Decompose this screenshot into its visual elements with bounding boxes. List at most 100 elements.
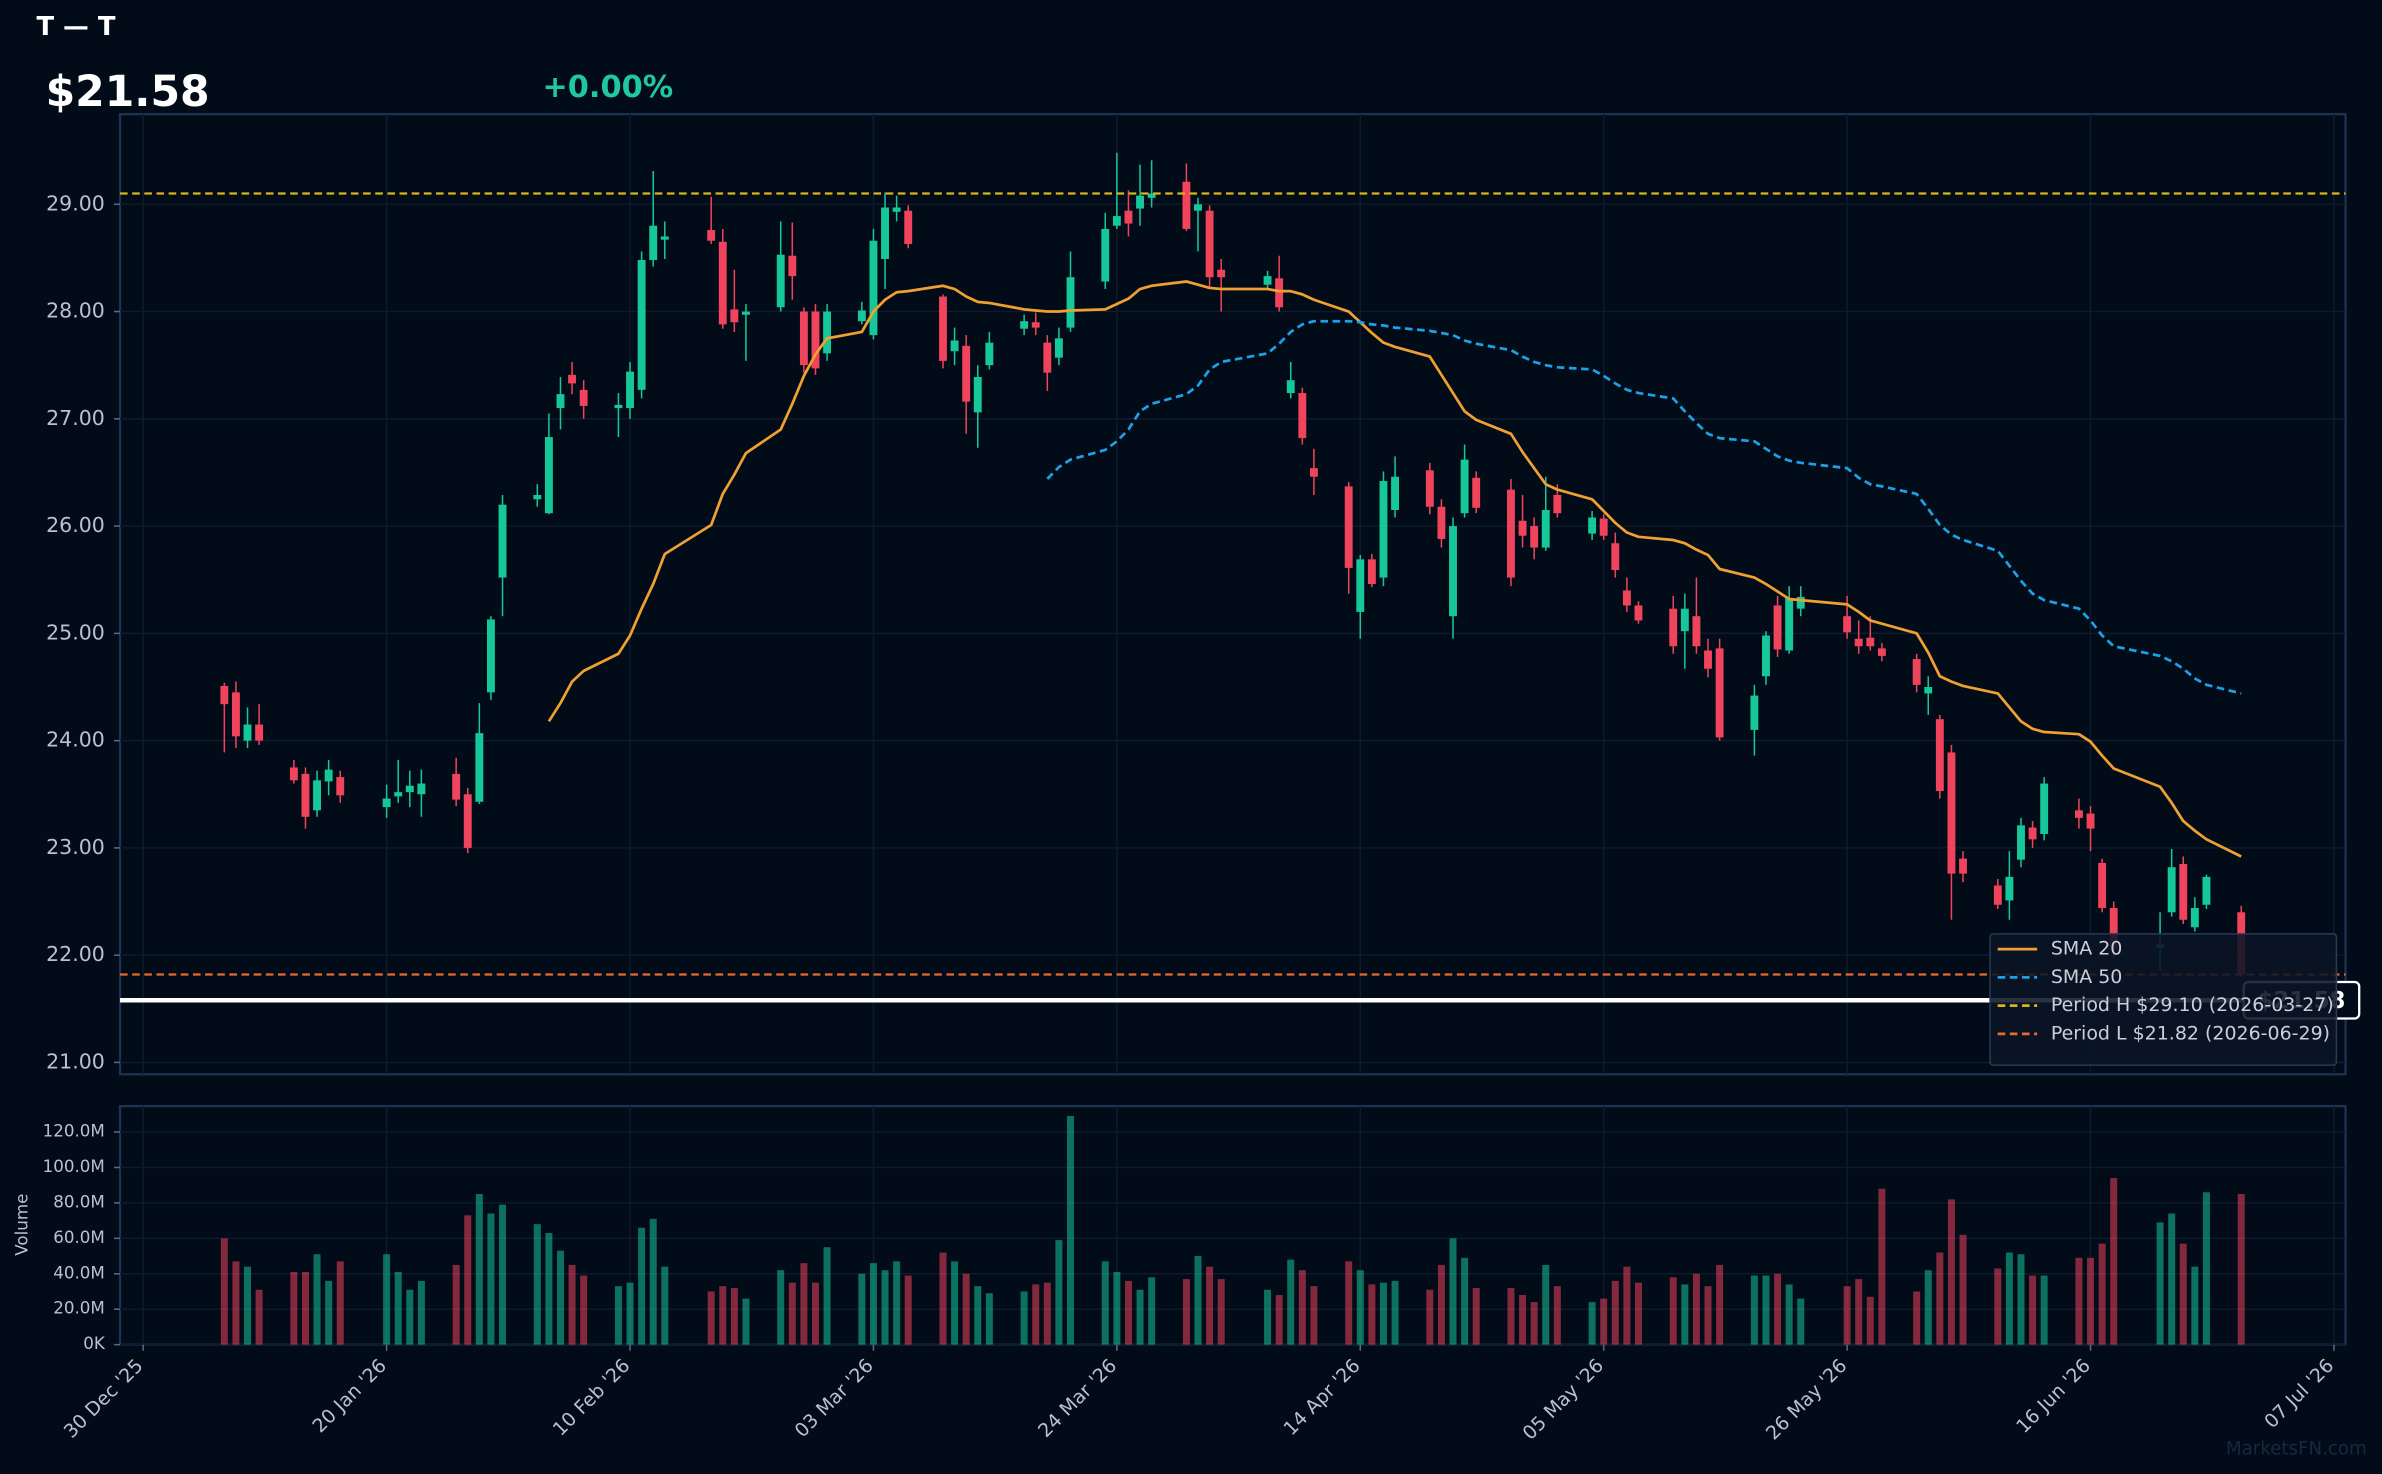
volume-bar bbox=[1356, 1270, 1364, 1345]
volume-bar bbox=[1959, 1234, 1967, 1345]
y-tick-label: 27.00 bbox=[46, 406, 105, 430]
volume-bar bbox=[1368, 1284, 1376, 1345]
volume-bar bbox=[1611, 1280, 1619, 1345]
candle-body bbox=[869, 240, 878, 336]
volume-bar bbox=[823, 1247, 831, 1345]
volume-bar bbox=[707, 1291, 715, 1345]
candle-body bbox=[2086, 813, 2095, 829]
volume-bar bbox=[1310, 1286, 1318, 1345]
volume-bar bbox=[301, 1272, 309, 1345]
volume-tick-label: 100.0M bbox=[43, 1156, 105, 1176]
candle-body bbox=[220, 685, 229, 705]
candle-body bbox=[939, 296, 947, 361]
legend-box bbox=[1989, 933, 2338, 1066]
volume-bar bbox=[1113, 1272, 1121, 1345]
volume-bar bbox=[406, 1289, 414, 1345]
candle-body bbox=[707, 230, 716, 241]
volume-bar bbox=[1519, 1295, 1527, 1345]
candle-body bbox=[1066, 277, 1075, 328]
candle-body bbox=[1136, 195, 1144, 209]
volume-bar bbox=[325, 1280, 333, 1345]
volume-bar bbox=[1379, 1282, 1387, 1345]
volume-bar bbox=[2168, 1213, 2176, 1345]
candle-body bbox=[1518, 520, 1527, 536]
candle-body bbox=[417, 783, 426, 795]
legend-label: SMA 20 bbox=[2051, 938, 2123, 960]
volume-axis-label: Volume bbox=[11, 1194, 31, 1256]
candle-body bbox=[2109, 907, 2118, 950]
candle-body bbox=[1472, 477, 1481, 508]
candle-body bbox=[1866, 637, 1875, 647]
volume-bar bbox=[1774, 1273, 1782, 1345]
candle-body bbox=[579, 389, 588, 406]
volume-bar bbox=[730, 1287, 738, 1345]
volume-bar bbox=[858, 1273, 866, 1345]
volume-bar bbox=[2029, 1275, 2037, 1345]
candle-body bbox=[823, 311, 832, 354]
volume-bar bbox=[1762, 1275, 1770, 1345]
candle-body bbox=[1680, 608, 1689, 632]
volume-bar bbox=[220, 1238, 228, 1345]
volume-bar bbox=[1994, 1268, 2002, 1345]
candle-body bbox=[1796, 596, 1805, 609]
candle-body bbox=[730, 309, 739, 323]
candle-body bbox=[1112, 216, 1121, 226]
candle-body bbox=[1785, 597, 1794, 651]
legend-label: Period L $21.82 (2026-06-29) bbox=[2051, 1022, 2330, 1044]
volume-bar bbox=[2098, 1243, 2106, 1345]
candle-body bbox=[660, 236, 669, 240]
volume-bar bbox=[2191, 1266, 2199, 1345]
candle-body bbox=[637, 260, 646, 390]
candle-body bbox=[533, 494, 542, 500]
volume-bar bbox=[1206, 1266, 1214, 1345]
volume-bar bbox=[1785, 1284, 1793, 1345]
volume-bar bbox=[336, 1261, 344, 1345]
candle-body bbox=[1344, 486, 1353, 568]
volume-bar bbox=[232, 1261, 240, 1345]
volume-bar bbox=[1716, 1264, 1724, 1345]
candle-body bbox=[2017, 825, 2025, 860]
candle-body bbox=[788, 255, 797, 277]
candle-body bbox=[1924, 686, 1933, 694]
volume-bar bbox=[1530, 1302, 1538, 1345]
volume-bar bbox=[568, 1264, 576, 1345]
candle-body bbox=[1367, 559, 1376, 585]
volume-bar bbox=[962, 1273, 970, 1345]
candle-body bbox=[475, 733, 484, 802]
candle-body bbox=[1912, 659, 1921, 685]
volume-bar bbox=[1449, 1238, 1457, 1345]
volume-bar bbox=[1391, 1280, 1399, 1345]
candle-body bbox=[718, 241, 727, 325]
volume-bar bbox=[719, 1286, 727, 1345]
volume-bar bbox=[1588, 1302, 1596, 1345]
candle-body bbox=[857, 310, 866, 322]
y-tick-label: 22.00 bbox=[46, 942, 105, 966]
sma-line bbox=[1046, 319, 2242, 695]
volume-bar bbox=[545, 1233, 553, 1345]
volume-bar bbox=[1600, 1298, 1608, 1345]
candle-body bbox=[324, 769, 333, 782]
volume-bar bbox=[313, 1254, 321, 1345]
volume-bar bbox=[487, 1213, 495, 1345]
candle-body bbox=[289, 767, 298, 781]
candle-body bbox=[1194, 204, 1202, 211]
volume-bar bbox=[1681, 1284, 1689, 1345]
volume-bar bbox=[452, 1264, 460, 1345]
volume-bar bbox=[2156, 1222, 2164, 1345]
volume-bar bbox=[533, 1224, 541, 1345]
candle-body bbox=[1182, 181, 1191, 229]
candle-body bbox=[1750, 695, 1759, 730]
volume-bar bbox=[1623, 1266, 1631, 1345]
volume-bar bbox=[255, 1289, 263, 1345]
legend-label: SMA 50 bbox=[2051, 966, 2123, 988]
volume-bar bbox=[869, 1263, 877, 1345]
y-tick-label: 25.00 bbox=[46, 620, 105, 644]
volume-bar bbox=[1692, 1273, 1700, 1345]
candle-body bbox=[556, 394, 565, 409]
candle-body bbox=[1530, 526, 1539, 548]
volume-bar bbox=[974, 1286, 982, 1345]
candle-body bbox=[2167, 867, 2176, 913]
price-label: $21.58 bbox=[46, 68, 210, 117]
